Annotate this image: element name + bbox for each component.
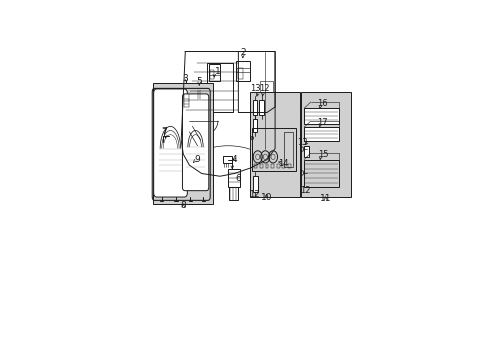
Text: 4: 4 (231, 155, 237, 164)
Bar (265, 163, 268, 168)
Bar (210, 69, 214, 79)
Bar (223, 156, 232, 163)
Bar (251, 128, 295, 171)
Text: 7: 7 (161, 128, 166, 137)
Bar (249, 92, 299, 197)
Bar (282, 163, 285, 168)
Text: 2: 2 (240, 48, 245, 57)
Text: 13: 13 (297, 138, 307, 147)
Text: 13: 13 (249, 84, 260, 93)
Text: 17: 17 (317, 118, 327, 127)
Bar (197, 90, 201, 99)
Bar (259, 81, 272, 102)
Bar (229, 187, 238, 200)
Text: 16: 16 (317, 99, 327, 108)
Bar (304, 159, 338, 187)
Text: 6: 6 (235, 174, 241, 183)
Text: 12: 12 (300, 186, 310, 195)
Bar (304, 146, 308, 157)
Bar (260, 163, 263, 168)
FancyBboxPatch shape (182, 94, 208, 191)
Text: 11: 11 (319, 194, 331, 203)
Bar (252, 100, 257, 115)
Bar (270, 163, 273, 168)
Bar (227, 169, 240, 187)
Bar (236, 61, 249, 81)
Bar (304, 127, 338, 141)
Bar (153, 84, 213, 204)
Bar (254, 163, 257, 168)
Text: 14: 14 (277, 159, 287, 168)
Text: 1: 1 (215, 67, 221, 76)
Text: 7: 7 (161, 127, 166, 136)
Text: 8: 8 (180, 201, 186, 210)
Bar (238, 68, 243, 79)
Bar (284, 132, 293, 167)
Bar (276, 163, 279, 168)
Bar (259, 100, 264, 115)
Bar (253, 176, 257, 192)
Text: 10: 10 (260, 193, 272, 202)
FancyBboxPatch shape (153, 89, 187, 197)
Text: 15: 15 (318, 150, 328, 159)
Bar (206, 63, 233, 112)
Bar (287, 163, 290, 168)
Bar (304, 108, 338, 123)
Text: 9: 9 (194, 155, 200, 164)
Text: 12: 12 (248, 190, 259, 199)
Bar (208, 64, 220, 81)
Text: 5: 5 (196, 77, 202, 86)
Text: 12: 12 (259, 84, 269, 93)
Text: 3: 3 (182, 74, 187, 83)
Bar (252, 120, 257, 132)
Bar (300, 92, 350, 197)
